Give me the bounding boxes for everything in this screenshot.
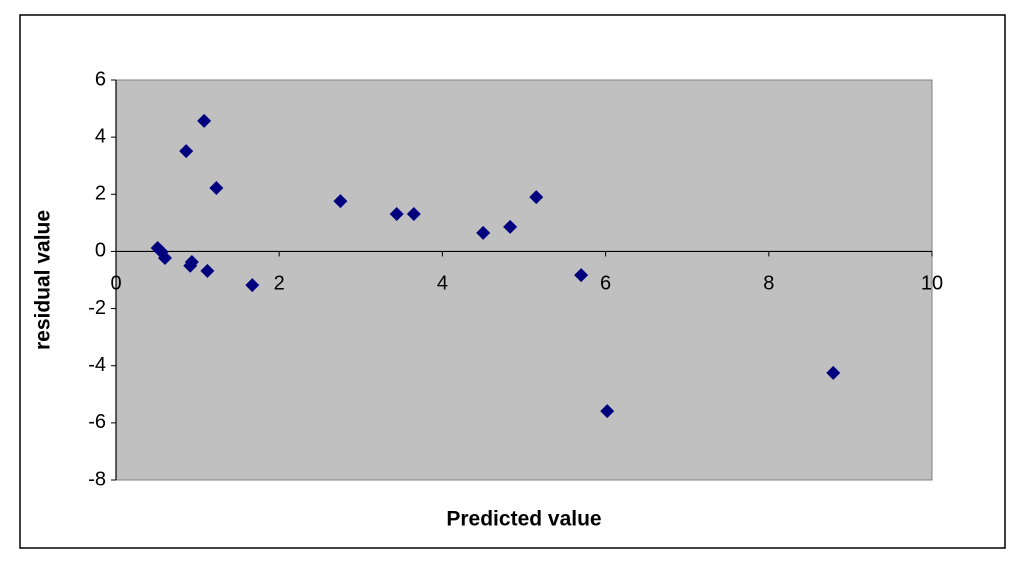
data-point [389, 207, 404, 221]
data-point [333, 194, 348, 209]
data-point [209, 181, 224, 195]
data-point [200, 263, 215, 278]
data-point [600, 404, 615, 419]
data-point [406, 207, 421, 221]
data-point [245, 278, 260, 293]
data-point [476, 225, 491, 240]
data-point [826, 365, 841, 380]
x-tick-label: 2 [274, 273, 285, 295]
data-point [157, 251, 172, 265]
x-axis-label: Predicted value [446, 508, 601, 531]
x-tick-label: 8 [763, 273, 774, 295]
y-tick-label: 0 [95, 240, 106, 262]
data-point [197, 113, 212, 128]
x-tick-label: 10 [921, 273, 943, 295]
y-tick-label: -8 [88, 468, 106, 490]
x-tick-label: 0 [110, 273, 121, 295]
x-tick-label: 4 [437, 273, 448, 295]
data-point [503, 219, 518, 234]
y-tick-label: -2 [88, 297, 106, 319]
data-point [179, 144, 194, 159]
y-tick-label: -4 [88, 354, 106, 376]
data-point [574, 268, 589, 283]
y-tick-label: 2 [95, 183, 106, 205]
x-tick-label: 6 [600, 273, 611, 295]
data-point [183, 258, 198, 273]
y-tick-label: 6 [95, 68, 106, 90]
y-tick-label: 4 [95, 125, 106, 147]
data-point [529, 190, 544, 205]
plot-area [115, 79, 933, 481]
y-tick-label: -6 [88, 411, 106, 433]
y-axis-label: residual value [32, 210, 55, 350]
